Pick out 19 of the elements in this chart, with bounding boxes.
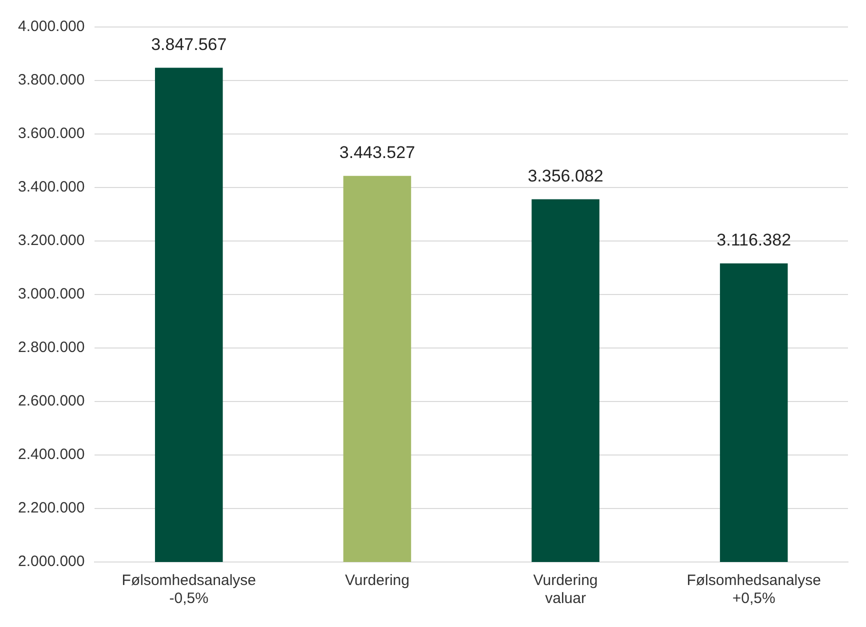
- y-tick-label: 3.000.000: [18, 286, 85, 303]
- y-tick-label: 3.600.000: [18, 125, 85, 142]
- y-tick-label: 2.400.000: [18, 446, 85, 464]
- y-tick-label: 3.800.000: [18, 72, 85, 89]
- y-tick-label: 3.400.000: [18, 178, 85, 196]
- y-tick-label: 2.800.000: [18, 339, 85, 356]
- data-label: 3.443.527: [339, 143, 416, 162]
- y-tick-label: 4.000.000: [18, 18, 85, 36]
- y-tick-label: 3.200.000: [18, 232, 85, 250]
- data-label: 3.116.382: [716, 230, 792, 250]
- y-tick-label: 2.000.000: [18, 553, 85, 570]
- data-label: 3.847.567: [151, 34, 227, 54]
- y-tick-label: 2.600.000: [18, 392, 85, 410]
- data-label: 3.356.082: [528, 166, 604, 186]
- x-tick-label: Følsomhedsanalyse -0,5%: [122, 572, 256, 608]
- x-tick-label: Følsomhedsanalyse +0,5%: [686, 572, 821, 608]
- x-tick-label: Vurdering valuar: [533, 572, 598, 608]
- y-tick-label: 2.200.000: [18, 500, 85, 517]
- x-tick-label: Vurdering: [344, 572, 410, 590]
